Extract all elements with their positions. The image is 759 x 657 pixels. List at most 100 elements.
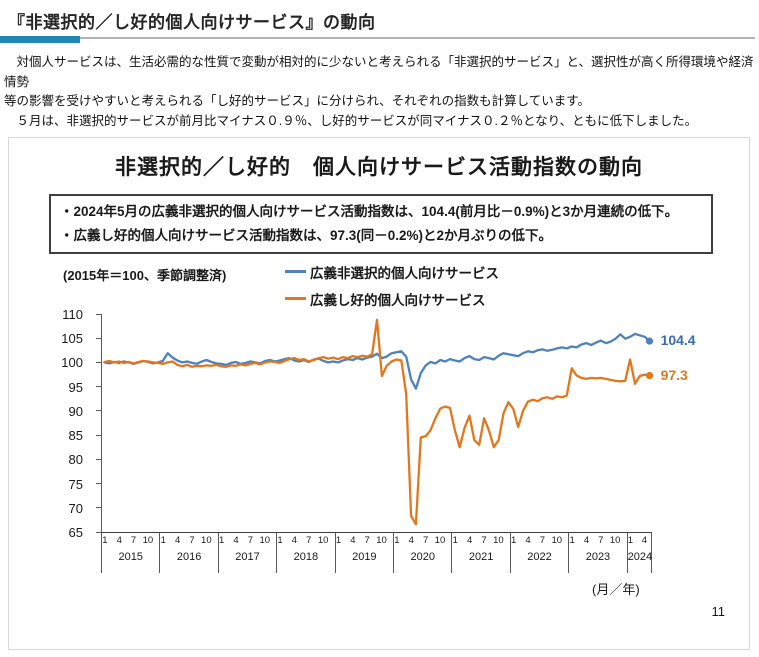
x-year-label: 2024 (627, 551, 653, 563)
x-month-tick-label: 1 (219, 535, 225, 546)
page-title: 『非選択的／し好的個人向けサービス』の動向 (8, 13, 376, 32)
header-divider (0, 36, 759, 44)
line-chart-plot-area: 104.4 97.3 (96, 313, 696, 533)
x-month-tick-label: 7 (481, 535, 487, 546)
intro-line: ５月は、非選択的サービスが前月比マイナス０.９％、し好的サービスが同マイナス０.… (4, 113, 698, 128)
x-month-tick-label: 1 (102, 535, 108, 546)
y-tick-label: 70 (68, 500, 83, 516)
x-year-cell: 1 4 7 10 2016 (160, 533, 219, 573)
series-end-value-label: 97.3 (660, 366, 688, 383)
y-tick-label: 110 (62, 307, 83, 322)
y-tick-label: 75 (68, 476, 83, 492)
x-year-label: 2022 (527, 551, 552, 563)
header-divider-gray (0, 37, 755, 39)
x-month-tick-label: 10 (551, 535, 563, 546)
x-year-cell: 1 4 7 10 2017 (219, 533, 278, 573)
x-month-ticks: 1 4 7 10 (160, 533, 217, 551)
x-year-cell: 1 4 7 10 2020 (394, 533, 453, 573)
y-tick-label: 90 (68, 403, 83, 419)
x-month-tick-label: 7 (364, 535, 370, 546)
x-month-ticks: 1 4 7 10 (277, 533, 334, 551)
y-tick-mark (96, 507, 101, 509)
x-month-tick-label: 7 (422, 535, 429, 546)
y-tick-label: 80 (68, 452, 83, 468)
intro-paragraph: 対個人サービスは、生活必需的な性質で変動が相対的に少ないと考えられる「非選択的サ… (4, 53, 756, 131)
x-month-tick-label: 10 (493, 535, 504, 546)
y-tick-label: 65 (68, 525, 83, 540)
x-month-tick-label: 4 (467, 535, 473, 546)
chart-panel: 非選択的／し好的 個人向けサービス活動指数の動向 ・2024年5月の広義非選択的… (8, 137, 750, 650)
x-axis-table: 1 4 7 10 2015 1 4 7 10 2016 1 4 7 10 2017 1 4 7 10 2018 1 4 7 1… (101, 532, 652, 573)
x-year-cell: 1 4 7 10 2021 (452, 533, 511, 573)
x-month-tick-label: 10 (376, 535, 387, 546)
chart-title: 非選択的／し好的 個人向けサービス活動指数の動向 (115, 156, 643, 179)
x-month-tick-label: 7 (306, 535, 312, 546)
x-month-tick-label: 1 (335, 535, 342, 546)
legend-line-orange (285, 297, 306, 300)
legend-line-blue (285, 270, 306, 273)
x-year-label: 2018 (293, 551, 319, 563)
legend-item-nonselective: 広義非選択的個人向けサービス (285, 258, 499, 285)
x-month-tick-label: 10 (142, 535, 154, 546)
y-tick-label: 85 (68, 428, 83, 444)
x-month-tick-label: 10 (259, 535, 271, 546)
x-month-tick-label: 1 (160, 535, 166, 546)
x-month-tick-label: 1 (627, 535, 634, 546)
x-year-cell: 1 4 7 10 2022 (511, 533, 570, 573)
x-year-label: 2019 (352, 551, 377, 563)
summary-bullet: ・広義し好的個人向けサービス活動指数は、97.3(同－0.2%)と2か月ぶりの低… (60, 228, 553, 243)
legend-item-preference: 広義し好的個人向けサービス (285, 285, 499, 312)
x-month-ticks: 1 4 7 10 (336, 533, 393, 551)
x-month-tick-label: 4 (233, 535, 239, 546)
y-tick-label: 100 (61, 355, 83, 371)
x-month-tick-label: 7 (189, 535, 195, 546)
x-month-tick-label: 1 (277, 535, 283, 546)
y-tick-mark (96, 386, 101, 388)
x-month-tick-label: 4 (350, 535, 356, 546)
y-tick-mark (96, 531, 101, 533)
x-month-tick-label: 10 (434, 535, 446, 546)
y-tick-mark (96, 337, 101, 339)
x-month-tick-label: 4 (174, 535, 181, 546)
x-month-tick-label: 10 (609, 535, 621, 546)
y-tick-label: 95 (68, 379, 83, 395)
x-month-tick-label: 1 (511, 535, 517, 546)
x-month-ticks: 1 4 7 10 (394, 533, 451, 551)
y-tick-label: 105 (61, 331, 83, 347)
series-end-marker (645, 371, 654, 380)
x-month-tick-label: 4 (583, 535, 590, 546)
x-month-ticks: 1 4 7 10 (569, 533, 626, 551)
x-year-cell: 1 4 7 10 2018 (277, 533, 336, 573)
series-end-value-label: 104.4 (660, 332, 696, 349)
x-month-tick-label: 7 (247, 535, 254, 546)
x-month-tick-label: 7 (598, 535, 604, 546)
y-tick-mark (96, 361, 101, 363)
x-month-tick-label: 1 (569, 535, 575, 546)
series-line-1 (103, 318, 651, 526)
series-end-marker (645, 337, 654, 345)
index-base-note: (2015年＝100、季節調整済) (63, 268, 227, 283)
x-month-tick-label: 10 (201, 535, 212, 546)
y-tick-mark (96, 410, 101, 412)
x-month-ticks: 1 4 7 10 (102, 533, 159, 551)
y-tick-mark (96, 434, 101, 436)
x-year-label: 2023 (585, 551, 611, 563)
y-tick-mark (96, 313, 101, 315)
series-line-0 (103, 332, 651, 390)
x-month-tick-label: 1 (394, 535, 400, 546)
x-month-ticks: 1 4 7 10 (452, 533, 509, 551)
y-tick-mark (96, 458, 101, 460)
x-month-tick-label: 4 (116, 535, 122, 546)
intro-line: 等の影響を受けやすいと考えられる「し好的サービス」に分けられ、それぞれの指数も計… (4, 94, 591, 108)
x-month-tick-label: 4 (525, 535, 531, 546)
x-month-tick-label: 4 (408, 535, 414, 546)
summary-box: ・2024年5月の広義非選択的個人向けサービス活動指数は、104.4(前月比－0… (49, 194, 713, 254)
x-year-cell: 1 4 7 10 2023 (569, 533, 628, 573)
line-chart (103, 318, 654, 526)
x-month-tick-label: 4 (641, 535, 648, 546)
x-year-cell: 1 4 2024 (628, 533, 652, 573)
x-axis-unit-label: (月／年) (592, 582, 640, 597)
chart-legend: 広義非選択的個人向けサービス 広義し好的個人向けサービス (285, 258, 499, 312)
x-year-cell: 1 4 7 10 2019 (336, 533, 395, 573)
